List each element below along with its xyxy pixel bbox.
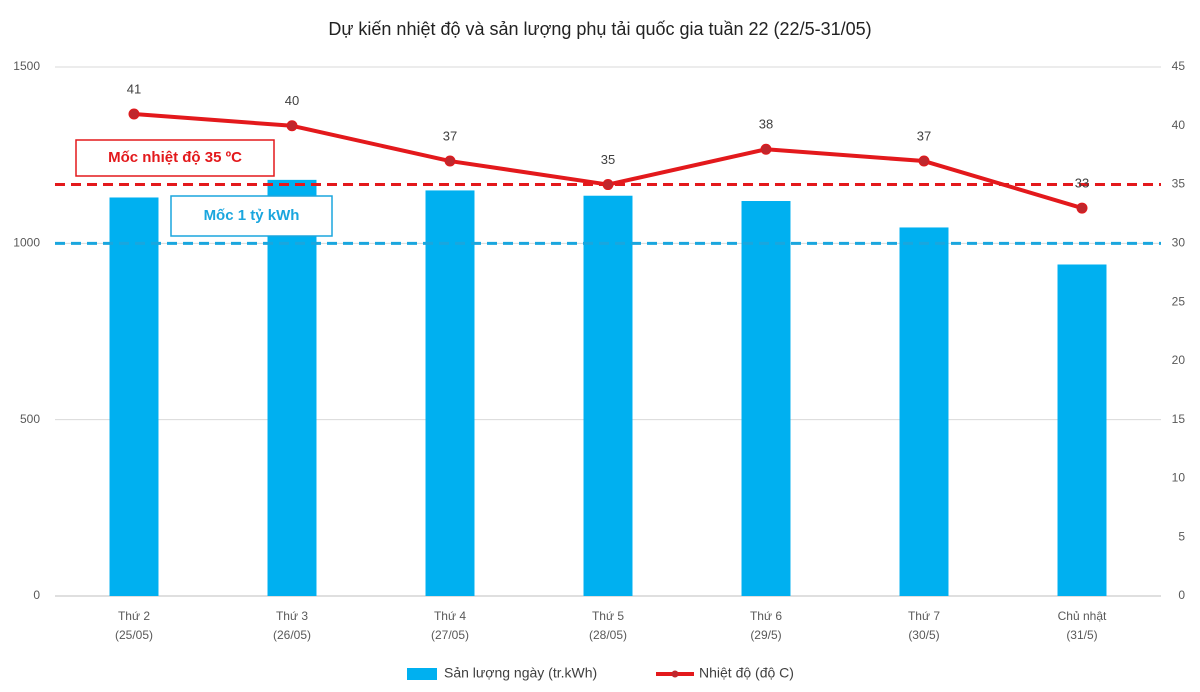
line-marker xyxy=(286,120,298,132)
line-marker xyxy=(918,155,930,167)
annotation-box xyxy=(75,139,275,177)
x-tick-line: Thứ 5 xyxy=(592,609,624,623)
y2-tick-label: 15 xyxy=(1172,412,1186,426)
data-label: 38 xyxy=(759,117,773,132)
x-tick-line: (31/5) xyxy=(1066,628,1097,642)
annotation: Mốc 1 tỷ kWh xyxy=(204,207,300,224)
data-label: 35 xyxy=(601,152,615,167)
y2-tick-label: 0 xyxy=(1178,588,1185,602)
x-tick-line: Thứ 4 xyxy=(434,609,466,623)
x-tick-line: Thứ 3 xyxy=(276,609,308,623)
x-tick-line: Thứ 6 xyxy=(750,609,782,623)
y2-tick-label: 25 xyxy=(1172,294,1186,308)
annotation-box xyxy=(170,195,333,237)
x-tick-line: (26/05) xyxy=(273,628,311,642)
bar xyxy=(741,201,791,596)
x-tick-label: Thứ 6 (29/5) xyxy=(750,609,782,642)
x-tick-line: (28/05) xyxy=(589,628,627,642)
y2-tick-label: 5 xyxy=(1178,529,1185,543)
x-tick-line: Thứ 7 xyxy=(908,609,940,623)
data-label: 40 xyxy=(285,93,299,108)
y2-tick-label: 35 xyxy=(1172,177,1186,191)
line-marker xyxy=(602,179,614,191)
legend-label: Nhiệt độ (độ C) xyxy=(699,665,794,681)
x-tick-line: (29/5) xyxy=(750,628,781,642)
data-label: 41 xyxy=(127,81,141,96)
annotation: Mốc nhiệt độ 35 ºC xyxy=(108,149,242,166)
line-marker xyxy=(1076,202,1088,214)
x-tick-line: (30/5) xyxy=(908,628,939,642)
x-tick-line: Thứ 2 xyxy=(118,609,150,623)
x-tick-label: Thứ 3 (26/05) xyxy=(273,609,311,642)
y2-tick-label: 10 xyxy=(1172,471,1186,485)
x-tick-line: (27/05) xyxy=(431,628,469,642)
x-tick-line: Chủ nhật xyxy=(1058,609,1107,623)
bar xyxy=(583,195,633,596)
y-tick-label: 1500 xyxy=(13,59,40,73)
x-tick-label: Thứ 7 (30/5) xyxy=(908,609,940,642)
y2-tick-label: 45 xyxy=(1172,59,1186,73)
bar xyxy=(267,179,317,596)
bar xyxy=(109,197,159,596)
bar xyxy=(1057,264,1107,596)
y-tick-label: 1000 xyxy=(13,236,40,250)
line-marker xyxy=(760,143,772,155)
x-tick-label: Thứ 2 (25/05) xyxy=(115,609,153,642)
chart-title: Dự kiến nhiệt độ và sản lượng phụ tải qu… xyxy=(328,19,871,39)
y-tick-label: 500 xyxy=(20,412,40,426)
data-label: 33 xyxy=(1075,176,1089,191)
bar xyxy=(425,190,475,596)
x-tick-line: (25/05) xyxy=(115,628,153,642)
x-tick-label: Thứ 5 (28/05) xyxy=(589,609,627,642)
data-label: 37 xyxy=(917,128,931,143)
y2-tick-label: 40 xyxy=(1172,118,1186,132)
bar xyxy=(899,227,949,597)
legend-swatch xyxy=(407,668,437,680)
y-tick-label: 0 xyxy=(33,588,40,602)
line-marker xyxy=(444,155,456,167)
legend-marker xyxy=(671,670,679,678)
y2-tick-label: 30 xyxy=(1172,236,1186,250)
line-marker xyxy=(128,108,140,120)
x-tick-label: Chủ nhật (31/5) xyxy=(1058,609,1107,642)
x-tick-label: Thứ 4 (27/05) xyxy=(431,609,469,642)
legend-label: Sản lượng ngày (tr.kWh) xyxy=(444,665,597,681)
data-label: 37 xyxy=(443,128,457,143)
y2-tick-label: 20 xyxy=(1172,353,1186,367)
